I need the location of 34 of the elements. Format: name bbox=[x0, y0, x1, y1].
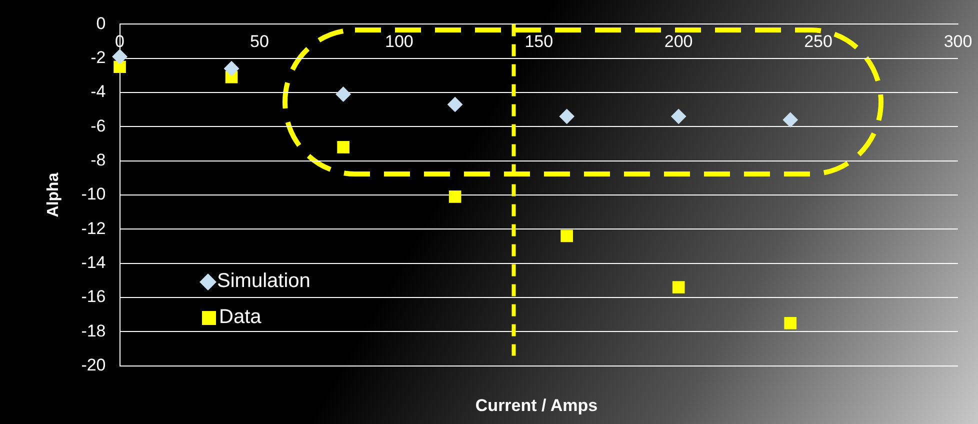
point bbox=[114, 60, 126, 74]
x-tick-label: 150 bbox=[524, 32, 554, 52]
x-tick-label: 300 bbox=[944, 32, 972, 52]
y-tick-label: -8 bbox=[90, 150, 106, 170]
x-tick-label: 50 bbox=[250, 32, 269, 52]
y-tick-label: -6 bbox=[90, 116, 106, 136]
legend-label: Data bbox=[219, 306, 262, 329]
point bbox=[784, 316, 797, 330]
y-tick-label: -14 bbox=[81, 253, 106, 272]
x-tick-label: 250 bbox=[804, 32, 832, 52]
legend-label: Simulation bbox=[217, 270, 310, 293]
point bbox=[112, 49, 128, 64]
x-tick-label: 100 bbox=[384, 32, 414, 52]
y-tick-label: -4 bbox=[90, 82, 106, 102]
y-tick-label: -18 bbox=[81, 321, 106, 340]
y-tick-label: -10 bbox=[81, 184, 106, 204]
point bbox=[224, 61, 240, 76]
y-axis-title: Alpha bbox=[45, 172, 62, 218]
point bbox=[559, 108, 574, 124]
point bbox=[672, 281, 685, 294]
point bbox=[671, 108, 686, 124]
y-tick-label: -2 bbox=[90, 48, 106, 68]
x-axis-title: Current / Amps bbox=[474, 396, 599, 416]
point bbox=[782, 112, 798, 128]
point bbox=[448, 190, 462, 203]
y-tick-label: -16 bbox=[81, 287, 106, 306]
point bbox=[336, 86, 351, 102]
point bbox=[560, 230, 573, 242]
x-tick-label: 200 bbox=[664, 32, 693, 52]
point bbox=[448, 96, 463, 112]
y-tick-label: 0 bbox=[96, 14, 106, 33]
y-tick-label: -12 bbox=[81, 218, 106, 238]
point bbox=[337, 141, 350, 154]
y-tick-label: -20 bbox=[81, 355, 106, 374]
